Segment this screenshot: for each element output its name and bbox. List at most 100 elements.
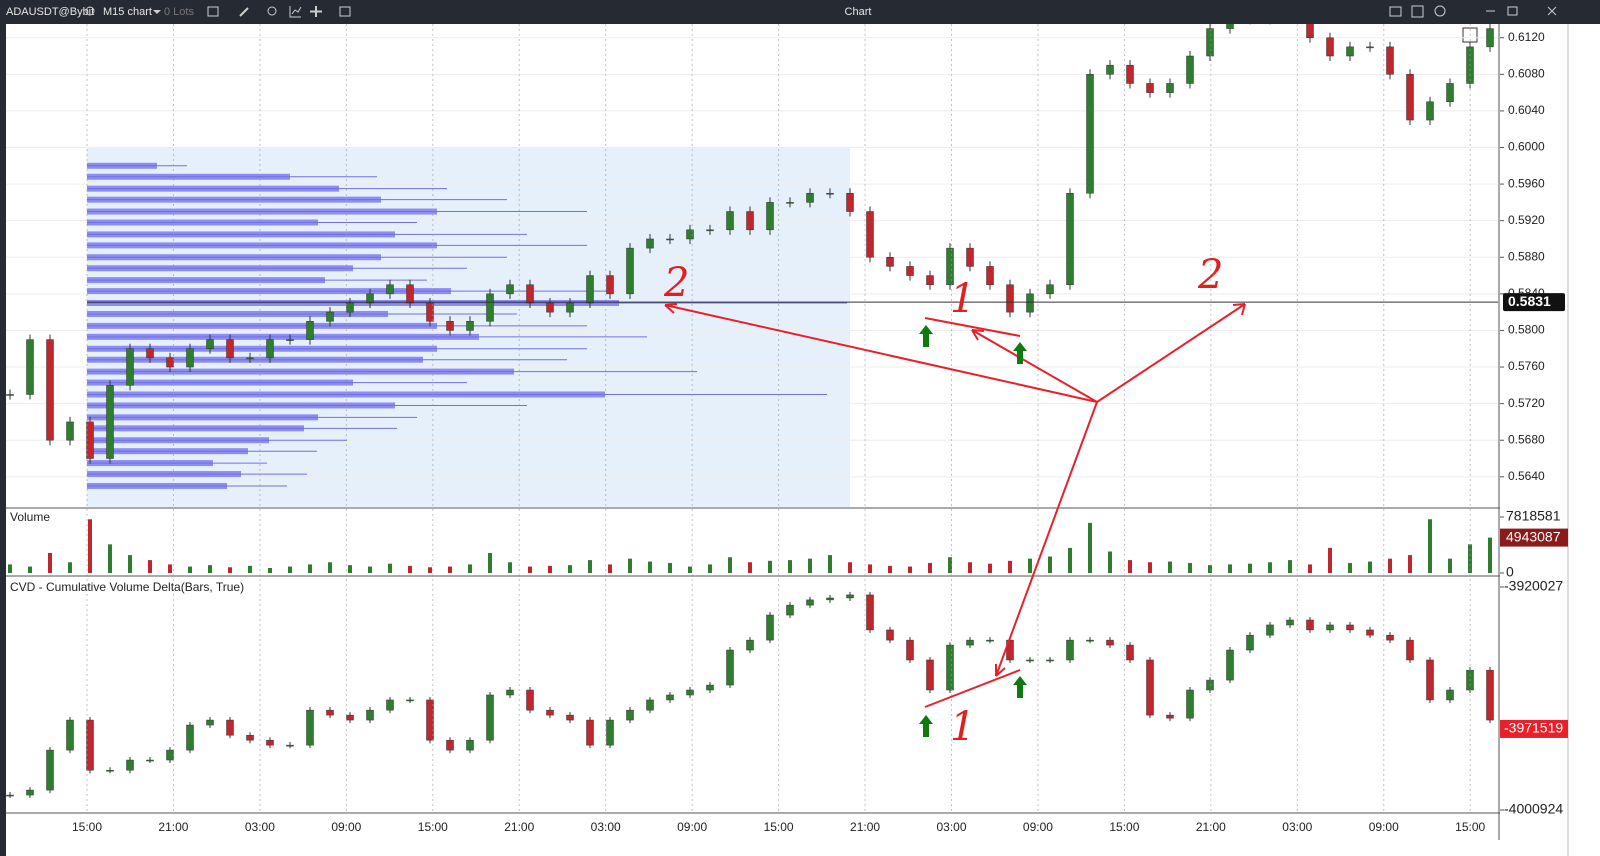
candle xyxy=(346,714,354,721)
candle xyxy=(1366,46,1374,49)
zoom-icon[interactable] xyxy=(267,6,277,16)
cvd-title: CVD - Cumulative Volume Delta(Bars, True… xyxy=(10,580,244,594)
price-tick-label: 0.5880 xyxy=(1508,249,1545,263)
arrow xyxy=(995,401,1098,677)
toolbar-bg xyxy=(0,0,1600,24)
volume-bar xyxy=(248,565,252,573)
time-tick-label: 09:00 xyxy=(677,820,707,834)
candle xyxy=(386,699,394,711)
time-tick-label: 09:00 xyxy=(331,820,361,834)
timeframe[interactable]: M15 chart xyxy=(103,6,152,18)
candle xyxy=(866,211,874,258)
volume-bar xyxy=(968,562,972,573)
candle xyxy=(1366,629,1374,636)
volume-bar xyxy=(608,564,612,573)
volume-bar xyxy=(708,564,712,573)
candle xyxy=(26,339,34,395)
time-tick-label: 15:00 xyxy=(1455,820,1485,834)
time-tick-label: 03:00 xyxy=(1282,820,1312,834)
volume-bar xyxy=(1188,562,1192,573)
candle xyxy=(1406,639,1414,661)
time-tick-label: 09:00 xyxy=(1369,820,1399,834)
pencil-icon[interactable] xyxy=(239,7,249,17)
candle xyxy=(1266,624,1274,636)
candle xyxy=(486,694,494,741)
lots[interactable]: 0 Lots xyxy=(164,6,194,18)
candle xyxy=(886,629,894,641)
volume-bar xyxy=(828,555,832,573)
restore[interactable] xyxy=(1507,6,1518,16)
price-axis: 0.56400.56800.57200.57600.58000.58400.58… xyxy=(1500,30,1568,817)
candle xyxy=(866,594,874,631)
candle xyxy=(906,639,914,661)
time-tick-label: 03:00 xyxy=(936,820,966,834)
volume-bar xyxy=(668,562,672,573)
up-arrow xyxy=(1013,342,1027,364)
candle xyxy=(386,284,394,295)
candle xyxy=(6,394,14,396)
candle xyxy=(246,734,254,741)
volume-bar xyxy=(988,563,992,573)
price-tick-label: 0.6120 xyxy=(1508,30,1545,44)
candle xyxy=(26,789,34,796)
candle xyxy=(486,293,494,322)
volume-bar xyxy=(408,565,412,573)
volume-bar xyxy=(268,567,272,573)
annotation-label: 1 xyxy=(950,276,975,322)
volume-bar xyxy=(1368,561,1372,573)
volume-bar xyxy=(588,560,592,573)
circle-icon[interactable] xyxy=(1434,5,1446,17)
candle xyxy=(1066,639,1074,661)
candle xyxy=(1486,669,1494,721)
annotation-label: 2 xyxy=(663,260,689,306)
volume-bar xyxy=(948,557,952,573)
candle xyxy=(526,284,534,304)
candle xyxy=(566,302,574,313)
candle xyxy=(806,192,814,203)
volume-bar xyxy=(1248,563,1252,573)
candle xyxy=(1106,639,1114,646)
volume-bar xyxy=(288,566,292,573)
candle xyxy=(146,759,154,762)
volume-bar xyxy=(128,555,132,573)
candle xyxy=(626,709,634,721)
tool-icon[interactable] xyxy=(207,6,219,17)
left-border xyxy=(0,24,6,856)
price-plot xyxy=(6,24,1498,507)
candle xyxy=(286,744,294,747)
candle xyxy=(966,639,974,646)
candle xyxy=(746,639,754,651)
dropdown[interactable] xyxy=(153,10,161,14)
symbol[interactable]: ADAUSDT@Bybit xyxy=(6,6,94,18)
candle xyxy=(466,321,474,331)
cvd-last-box xyxy=(1500,719,1568,738)
search-icon[interactable] xyxy=(85,6,95,16)
chart-icon[interactable] xyxy=(289,6,302,18)
candle xyxy=(106,769,114,772)
close[interactable] xyxy=(1547,6,1557,16)
candle xyxy=(306,709,314,746)
volume-bar xyxy=(1388,558,1392,573)
volume-bar xyxy=(928,562,932,573)
candle xyxy=(306,321,314,340)
add-icon[interactable] xyxy=(310,6,322,17)
candle xyxy=(1446,83,1454,103)
candle xyxy=(1206,28,1214,57)
volume-bar xyxy=(428,567,432,573)
volume-bar xyxy=(1148,562,1152,573)
volume-bar xyxy=(1048,556,1052,573)
candle xyxy=(726,211,734,231)
layout-icon[interactable] xyxy=(339,6,351,17)
candle xyxy=(1126,644,1134,661)
volume-bar xyxy=(328,562,332,573)
time-tick-label: 09:00 xyxy=(1023,820,1053,834)
fullscreen-icon[interactable] xyxy=(1411,5,1424,18)
up-arrow xyxy=(919,325,933,347)
volume-title: Volume xyxy=(10,510,50,524)
camera-icon[interactable] xyxy=(1389,6,1402,17)
price-tick-label: 0.5640 xyxy=(1508,469,1545,483)
volume-bar xyxy=(1428,519,1432,573)
volume-bar xyxy=(888,565,892,573)
candle xyxy=(846,594,854,599)
candle xyxy=(186,348,194,368)
